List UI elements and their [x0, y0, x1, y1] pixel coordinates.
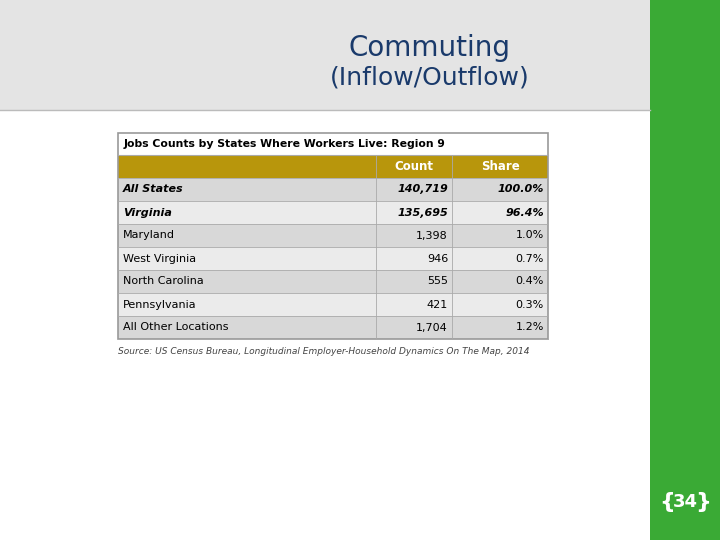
Bar	[118, 155, 548, 178]
Text: Share: Share	[481, 160, 519, 173]
Text: 1,704: 1,704	[416, 322, 448, 333]
Text: Source: US Census Bureau, Longitudinal Employer-Household Dynamics On The Map, 2: Source: US Census Bureau, Longitudinal E…	[118, 347, 529, 356]
Text: 421: 421	[427, 300, 448, 309]
Text: 140,719: 140,719	[397, 185, 448, 194]
Text: All States: All States	[123, 185, 184, 194]
Bar	[118, 293, 548, 316]
Bar	[0, 0, 650, 110]
Text: Jobs Counts by States Where Workers Live: Region 9: Jobs Counts by States Where Workers Live…	[124, 139, 446, 149]
Text: Count: Count	[395, 160, 433, 173]
Text: 0.4%: 0.4%	[516, 276, 544, 287]
Bar	[118, 247, 548, 270]
Text: 555: 555	[427, 276, 448, 287]
Bar	[118, 201, 548, 224]
Bar	[650, 0, 720, 540]
Text: 1,398: 1,398	[416, 231, 448, 240]
Text: 1.2%: 1.2%	[516, 322, 544, 333]
Bar	[118, 270, 548, 293]
Bar	[118, 178, 548, 201]
Text: 34: 34	[672, 493, 698, 511]
Text: West Virginia: West Virginia	[123, 253, 196, 264]
Bar	[118, 224, 548, 247]
Bar	[118, 316, 548, 339]
Bar	[118, 133, 548, 155]
Text: Maryland: Maryland	[123, 231, 175, 240]
Text: Commuting: Commuting	[349, 34, 511, 62]
Bar	[118, 133, 548, 339]
Text: 1.0%: 1.0%	[516, 231, 544, 240]
Text: 0.3%: 0.3%	[516, 300, 544, 309]
Text: {: {	[659, 492, 675, 512]
Text: 946: 946	[427, 253, 448, 264]
Text: Pennsylvania: Pennsylvania	[123, 300, 197, 309]
Text: 0.7%: 0.7%	[516, 253, 544, 264]
Text: 96.4%: 96.4%	[505, 207, 544, 218]
Text: North Carolina: North Carolina	[123, 276, 204, 287]
Text: (Inflow/Outflow): (Inflow/Outflow)	[330, 66, 530, 90]
Text: Virginia: Virginia	[123, 207, 172, 218]
Text: }: }	[695, 492, 711, 512]
Text: 135,695: 135,695	[397, 207, 448, 218]
Text: 100.0%: 100.0%	[498, 185, 544, 194]
Text: All Other Locations: All Other Locations	[123, 322, 228, 333]
